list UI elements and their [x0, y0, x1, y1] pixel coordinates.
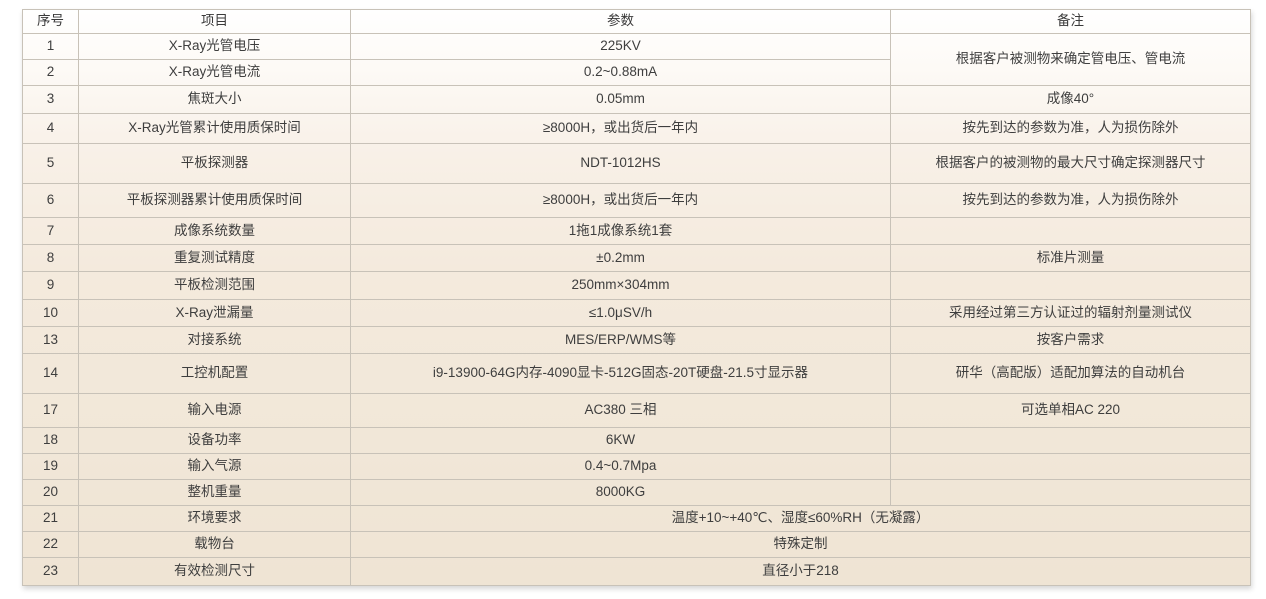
cell-param: 0.4~0.7Mpa [350, 453, 891, 480]
header-cell-param: 参数 [350, 9, 891, 34]
table-row: 21 环境要求 温度+10~+40℃、湿度≤60%RH（无凝露） [22, 505, 1251, 532]
cell-item: 环境要求 [78, 505, 351, 532]
cell-note [890, 479, 1251, 506]
cell-item: 工控机配置 [78, 353, 351, 394]
cell-item: X-Ray光管电压 [78, 33, 351, 60]
cell-no: 9 [22, 271, 79, 300]
table-row: 20 整机重量 8000KG [22, 479, 1251, 506]
cell-no: 23 [22, 557, 79, 586]
cell-note [890, 427, 1251, 454]
cell-no: 6 [22, 183, 79, 218]
cell-note [890, 217, 1251, 245]
cell-param: AC380 三相 [350, 393, 891, 428]
cell-item: 载物台 [78, 531, 351, 558]
cell-no: 17 [22, 393, 79, 428]
cell-item: 有效检测尺寸 [78, 557, 351, 586]
cell-no: 7 [22, 217, 79, 245]
table-row: 22 载物台 特殊定制 [22, 531, 1251, 558]
cell-note: 成像40° [890, 85, 1251, 114]
cell-no: 19 [22, 453, 79, 480]
cell-no: 4 [22, 113, 79, 144]
cell-no: 21 [22, 505, 79, 532]
spec-table: 序号 项目 参数 备注 1 X-Ray光管电压 225KV 根据客户被测物来确定… [22, 9, 1251, 586]
cell-param: 0.2~0.88mA [350, 59, 891, 86]
cell-item: 整机重量 [78, 479, 351, 506]
cell-param-full: 直径小于218 [350, 557, 1251, 586]
cell-no: 20 [22, 479, 79, 506]
cell-item: 平板检测范围 [78, 271, 351, 300]
cell-item: 设备功率 [78, 427, 351, 454]
cell-item: 成像系统数量 [78, 217, 351, 245]
table-row: 18 设备功率 6KW [22, 427, 1251, 454]
table-row: 6 平板探测器累计使用质保时间 ≥8000H，或出货后一年内 按先到达的参数为准… [22, 183, 1251, 218]
cell-param: 1拖1成像系统1套 [350, 217, 891, 245]
table-row: 13 对接系统 MES/ERP/WMS等 按客户需求 [22, 326, 1251, 354]
table-row: 7 成像系统数量 1拖1成像系统1套 [22, 217, 1251, 245]
table-row: 5 平板探测器 NDT-1012HS 根据客户的被测物的最大尺寸确定探测器尺寸 [22, 143, 1251, 184]
table-row: 19 输入气源 0.4~0.7Mpa [22, 453, 1251, 480]
cell-item: X-Ray光管累计使用质保时间 [78, 113, 351, 144]
cell-param: i9-13900-64G内存-4090显卡-512G固态-20T硬盘-21.5寸… [350, 353, 891, 394]
cell-param-full: 温度+10~+40℃、湿度≤60%RH（无凝露） [350, 505, 1251, 532]
cell-item: X-Ray光管电流 [78, 59, 351, 86]
spec-table-container: 序号 项目 参数 备注 1 X-Ray光管电压 225KV 根据客户被测物来确定… [22, 9, 1251, 586]
cell-item: 输入气源 [78, 453, 351, 480]
cell-no: 14 [22, 353, 79, 394]
cell-note: 按客户需求 [890, 326, 1251, 354]
table-row: 23 有效检测尺寸 直径小于218 [22, 557, 1251, 586]
header-row: 序号 项目 参数 备注 [22, 9, 1251, 34]
cell-note: 可选单相AC 220 [890, 393, 1251, 428]
cell-item: 焦斑大小 [78, 85, 351, 114]
table-row: 3 焦斑大小 0.05mm 成像40° [22, 85, 1251, 114]
table-row: 17 输入电源 AC380 三相 可选单相AC 220 [22, 393, 1251, 428]
cell-param: MES/ERP/WMS等 [350, 326, 891, 354]
table-row: 1 X-Ray光管电压 225KV 根据客户被测物来确定管电压、管电流 [22, 33, 1251, 86]
cell-no: 22 [22, 531, 79, 558]
table-row: 8 重复测试精度 ±0.2mm 标准片测量 [22, 244, 1251, 272]
cell-param: ≥8000H，或出货后一年内 [350, 113, 891, 144]
cell-note: 按先到达的参数为准，人为损伤除外 [890, 183, 1251, 218]
table-row: 9 平板检测范围 250mm×304mm [22, 271, 1251, 300]
cell-note [890, 453, 1251, 480]
cell-item: 对接系统 [78, 326, 351, 354]
cell-param: ≤1.0μSV/h [350, 299, 891, 327]
cell-param: NDT-1012HS [350, 143, 891, 184]
cell-item: 重复测试精度 [78, 244, 351, 272]
cell-param: 250mm×304mm [350, 271, 891, 300]
cell-param: 225KV [350, 33, 891, 60]
cell-item: 平板探测器 [78, 143, 351, 184]
cell-param: ±0.2mm [350, 244, 891, 272]
table-row: 14 工控机配置 i9-13900-64G内存-4090显卡-512G固态-20… [22, 353, 1251, 394]
header-cell-item: 项目 [78, 9, 351, 34]
cell-param: ≥8000H，或出货后一年内 [350, 183, 891, 218]
cell-no: 13 [22, 326, 79, 354]
cell-note: 根据客户的被测物的最大尺寸确定探测器尺寸 [890, 143, 1251, 184]
cell-no: 18 [22, 427, 79, 454]
cell-param: 0.05mm [350, 85, 891, 114]
cell-note: 根据客户被测物来确定管电压、管电流 [890, 33, 1251, 86]
cell-no: 1 [22, 33, 79, 60]
table-row: 2 X-Ray光管电流 0.2~0.88mA [22, 59, 1251, 86]
table-row: 10 X-Ray泄漏量 ≤1.0μSV/h 采用经过第三方认证过的辐射剂量测试仪 [22, 299, 1251, 327]
cell-no: 2 [22, 59, 79, 86]
cell-note: 研华（高配版）适配加算法的自动机台 [890, 353, 1251, 394]
cell-no: 8 [22, 244, 79, 272]
cell-param: 8000KG [350, 479, 891, 506]
cell-no: 3 [22, 85, 79, 114]
cell-item: X-Ray泄漏量 [78, 299, 351, 327]
header-cell-no: 序号 [22, 9, 79, 34]
cell-note: 采用经过第三方认证过的辐射剂量测试仪 [890, 299, 1251, 327]
cell-note [890, 271, 1251, 300]
cell-no: 10 [22, 299, 79, 327]
cell-no: 5 [22, 143, 79, 184]
cell-note: 标准片测量 [890, 244, 1251, 272]
header-cell-note: 备注 [890, 9, 1251, 34]
cell-param-full: 特殊定制 [350, 531, 1251, 558]
cell-item: 输入电源 [78, 393, 351, 428]
table-row: 4 X-Ray光管累计使用质保时间 ≥8000H，或出货后一年内 按先到达的参数… [22, 113, 1251, 144]
cell-note: 按先到达的参数为准，人为损伤除外 [890, 113, 1251, 144]
cell-item: 平板探测器累计使用质保时间 [78, 183, 351, 218]
cell-param: 6KW [350, 427, 891, 454]
